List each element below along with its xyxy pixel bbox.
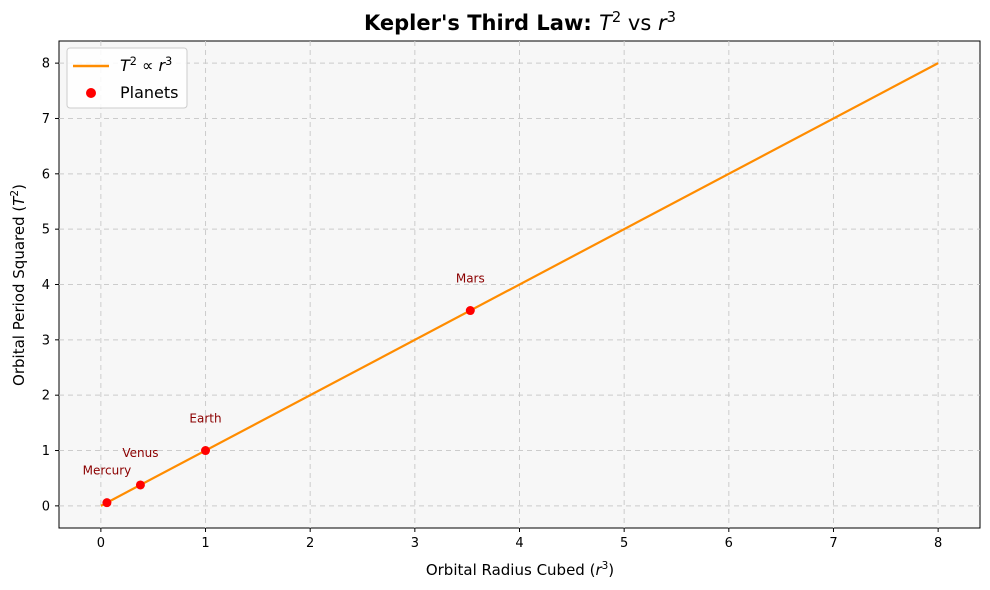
y-tick-label: 8 xyxy=(42,57,50,72)
legend-point-swatch xyxy=(86,88,96,98)
grid xyxy=(59,41,980,528)
planet-point-venus xyxy=(135,480,145,490)
trend-line xyxy=(100,62,939,507)
planet-point-mercury xyxy=(102,498,112,508)
x-tick-label: 2 xyxy=(306,536,314,551)
y-tick-label: 1 xyxy=(42,444,50,459)
y-tick-label: 3 xyxy=(42,333,50,348)
axes-ticks: 0 1 2 3 4 5 6 7 8 0 1 2 3 4 5 6 7 8 xyxy=(42,57,943,551)
chart-title: Kepler's Third Law: T2 vs r3 xyxy=(364,9,676,36)
x-tick-label: 1 xyxy=(201,536,209,551)
x-tick-label: 8 xyxy=(934,536,942,551)
y-tick-label: 0 xyxy=(42,499,50,514)
y-tick-label: 5 xyxy=(42,223,50,238)
y-tick-label: 7 xyxy=(42,112,50,127)
planet-point-earth xyxy=(201,446,211,456)
legend-line-label: T2 ∝ r3 xyxy=(120,55,172,76)
x-tick-label: 5 xyxy=(620,536,628,551)
legend: T2 ∝ r3 Planets xyxy=(66,47,188,109)
legend-box xyxy=(66,47,188,109)
x-tick-label: 3 xyxy=(411,536,419,551)
legend-point-label: Planets xyxy=(120,83,179,102)
x-tick-label: 6 xyxy=(725,536,733,551)
planet-label-mars: Mars xyxy=(456,272,485,286)
x-tick-label: 7 xyxy=(829,536,837,551)
x-axis-label: Orbital Radius Cubed (r3) xyxy=(426,560,614,579)
y-tick-label: 2 xyxy=(42,389,50,404)
planet-point-mars xyxy=(465,306,475,316)
y-tick-label: 4 xyxy=(42,278,50,293)
planet-label-venus: Venus xyxy=(122,446,158,460)
data-layer: Mercury Venus Earth Mars xyxy=(83,62,939,508)
y-axis-label: Orbital Period Squared (T2) xyxy=(9,184,28,386)
planet-label-mercury: Mercury xyxy=(83,464,132,478)
x-tick-label: 4 xyxy=(515,536,523,551)
y-tick-label: 6 xyxy=(42,167,50,182)
planet-label-earth: Earth xyxy=(189,412,221,426)
x-tick-label: 0 xyxy=(97,536,105,551)
